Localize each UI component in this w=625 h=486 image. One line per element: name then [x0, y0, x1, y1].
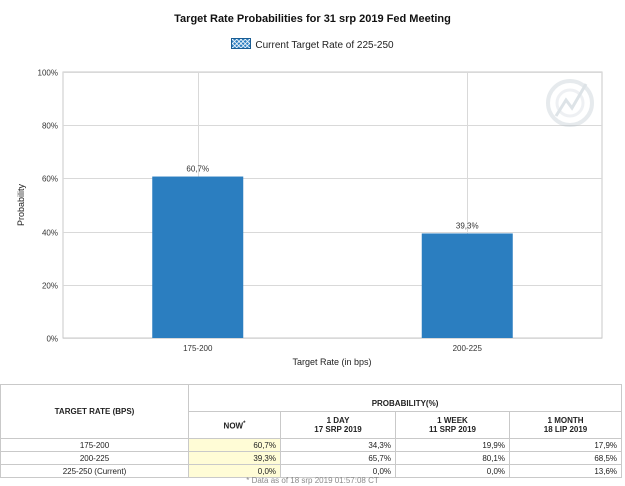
bar-200-225 — [421, 233, 513, 338]
probability-cell: 17,9% — [508, 438, 623, 452]
data-label: 39,3% — [456, 221, 479, 230]
column-header-line1: 1 DAY — [326, 416, 350, 425]
column-header-3: 1 MONTH 18 LIP 2019 — [508, 411, 623, 439]
x-tick-label: 175-200 — [183, 344, 213, 353]
y-axis-title: Probability — [16, 183, 26, 226]
y-tick-label: 20% — [42, 282, 58, 291]
probability-cell: 68,5% — [508, 451, 623, 465]
probability-cell: 65,7% — [280, 451, 396, 465]
rate-cell: 200-225 — [0, 451, 189, 465]
probability-cell: 34,3% — [280, 438, 396, 452]
y-tick-label: 40% — [42, 229, 58, 238]
probability-cell: 13,6% — [508, 464, 623, 478]
plot-frame — [62, 71, 603, 339]
y-tick-label: 80% — [42, 122, 58, 131]
column-header-line2: 11 SRP 2019 — [428, 425, 476, 434]
legend-swatch — [231, 38, 252, 49]
now-probability-cell: 60,7% — [188, 438, 281, 452]
chart-legend[interactable]: Current Target Rate of 225-250 — [0, 38, 625, 51]
probability-cell: 0,0% — [395, 464, 510, 478]
y-tick-label: 60% — [42, 175, 58, 184]
column-header-line1: 1 WEEK — [437, 416, 468, 425]
column-header-0: NOW* — [188, 411, 281, 439]
y-tick-label: 0% — [46, 335, 58, 344]
column-header-line2: 17 SRP 2019 — [314, 425, 362, 434]
now-probability-cell: 39,3% — [188, 451, 281, 465]
probability-table-wrap: TARGET RATE (BPS) PROBABILITY(%) NOW* 1 D… — [0, 384, 625, 478]
table-row: 200-225 39,3% 65,7% 80,1% 68,5% — [0, 451, 623, 465]
chart-area: Target Rate Probabilities for 31 srp 201… — [0, 13, 625, 367]
probability-cell: 80,1% — [395, 451, 510, 465]
rate-cell: 175-200 — [0, 438, 189, 452]
column-header-1: 1 DAY 17 SRP 2019 — [280, 411, 396, 439]
footnote-marker: * — [243, 420, 246, 427]
probability-header: PROBABILITY(%) — [187, 384, 623, 412]
y-tick-label: 100% — [38, 69, 58, 78]
probability-table: TARGET RATE (BPS) PROBABILITY(%) NOW* 1 D… — [0, 384, 623, 478]
column-header-line1: 1 MONTH — [547, 416, 584, 425]
column-header-line1: NOW — [223, 421, 244, 431]
bar-chart: 0% 20% 40% 60% 80% 100% 60,7% 175-200 39,3% 200-2… — [16, 69, 603, 367]
bar-175-200 — [152, 176, 244, 338]
column-header-2: 1 WEEK 11 SRP 2019 — [395, 411, 510, 439]
table-row: 225-250 (Current) 0,0% 0,0% 0,0% 13,6% — [0, 464, 623, 478]
probability-cell: 19,9% — [395, 438, 510, 452]
column-header-line2: 18 LIP 2019 — [543, 425, 588, 434]
x-tick-label: 200-225 — [453, 344, 483, 353]
x-axis-title: Target Rate (in bps) — [292, 357, 371, 367]
watermark-logo — [546, 79, 594, 127]
data-label: 60,7% — [186, 165, 209, 174]
table-row: 175-200 60,7% 34,3% 19,9% 17,9% — [0, 438, 623, 452]
now-probability-cell: 0,0% — [188, 464, 281, 478]
target-rate-header: TARGET RATE (BPS) — [0, 384, 189, 439]
chart-title: Target Rate Probabilities for 31 srp 201… — [174, 13, 451, 25]
data-timestamp-note: * Data as of 18 srp 2019 01:57:08 CT — [246, 476, 379, 485]
legend-label: Current Target Rate of 225-250 — [255, 40, 394, 51]
